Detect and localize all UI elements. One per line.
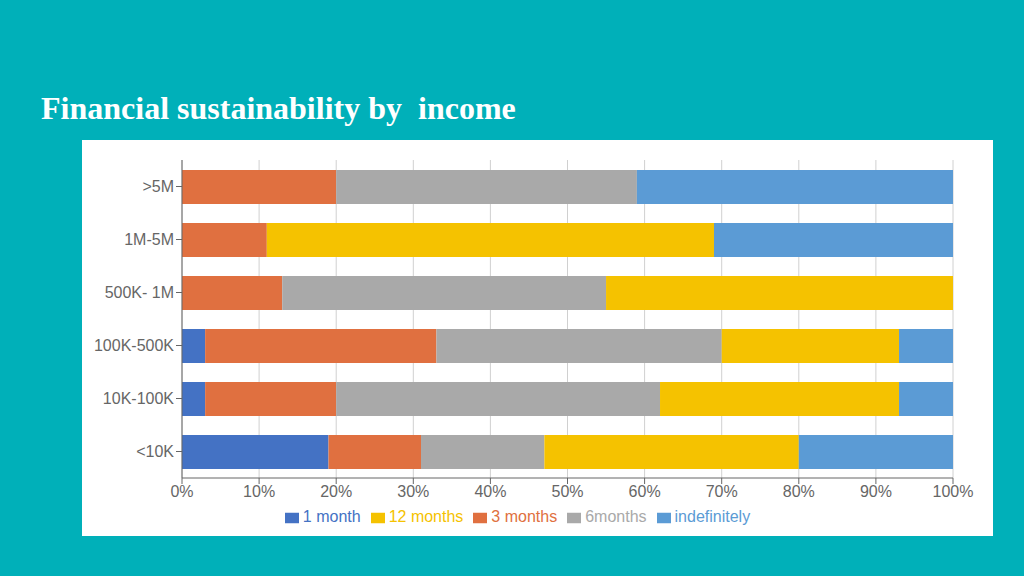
svg-text:100K-500K: 100K-500K — [94, 337, 174, 354]
html-text:12 months: 12 months — [388, 508, 464, 525]
svg-text:1M-5M: 1M-5M — [124, 231, 174, 248]
svg-text:90%: 90% — [860, 483, 892, 500]
svg-text:30%: 30% — [397, 483, 429, 500]
svg-text:20%: 20% — [320, 483, 352, 500]
html-text:6months: 6months — [585, 508, 647, 525]
svg-text:<10K: <10K — [136, 443, 174, 460]
html-text:1 month: 1 month — [302, 508, 361, 525]
svg-text:100%: 100% — [933, 483, 974, 500]
svg-text:10K-100K: 10K-100K — [103, 390, 174, 407]
svg-text:500K- 1M: 500K- 1M — [105, 284, 174, 301]
html-text:3 months: 3 months — [491, 508, 558, 525]
svg-text:40%: 40% — [474, 483, 506, 500]
svg-text:80%: 80% — [783, 483, 815, 500]
html-text:indefinitely: indefinitely — [674, 508, 751, 525]
html-text:Financial sustainability by in: Financial sustainability by income — [41, 90, 516, 126]
svg-text:10%: 10% — [243, 483, 275, 500]
svg-text:50%: 50% — [551, 483, 583, 500]
svg-text:70%: 70% — [706, 483, 738, 500]
svg-text:>5M: >5M — [142, 178, 174, 195]
svg-text:0%: 0% — [170, 483, 193, 500]
svg-text:60%: 60% — [629, 483, 661, 500]
